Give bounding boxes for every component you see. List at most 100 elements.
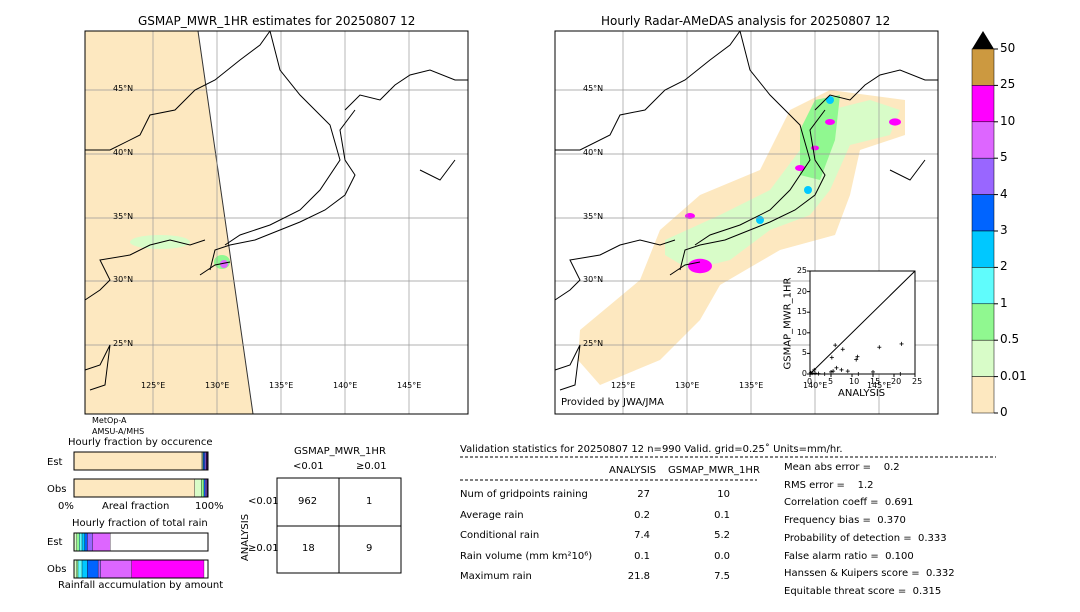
stats-score: Frequency bias = 0.370 bbox=[784, 515, 906, 527]
right-map-heavy-rain bbox=[795, 165, 805, 171]
coastline-path bbox=[889, 159, 926, 181]
right-map-frame bbox=[554, 30, 939, 415]
contingency-title: GSMAP_MWR_1HR bbox=[294, 446, 386, 457]
stats-row-analysis: 0.1 bbox=[634, 550, 650, 562]
colorbar-segment bbox=[971, 121, 995, 159]
scatter-point bbox=[845, 369, 850, 374]
right-lon-label: 140°E bbox=[803, 381, 828, 390]
colorbar-label: 5 bbox=[1000, 150, 1008, 165]
occurrence-axis-left: 0% bbox=[58, 501, 74, 512]
contingency-row-1: <0.01 bbox=[248, 496, 279, 507]
scatter-ytick-label: 5 bbox=[801, 348, 807, 358]
scatter-point bbox=[831, 369, 836, 374]
right-lon-label: 130°E bbox=[675, 381, 700, 390]
total-rain-bar-segment bbox=[77, 559, 83, 579]
coastline-path bbox=[224, 30, 341, 246]
scatter-point bbox=[840, 347, 845, 352]
scatter-point bbox=[812, 367, 817, 372]
scatter-xtick-label: 0 bbox=[807, 377, 813, 386]
left-lat-label: 40°N bbox=[113, 148, 134, 157]
colorbar-label: 10 bbox=[1000, 113, 1016, 128]
right-map-heavy-rain bbox=[825, 119, 835, 125]
right-map-coastline bbox=[554, 30, 938, 391]
colorbar-label: 50 bbox=[1000, 41, 1016, 55]
occurrence-bar-segment bbox=[201, 478, 205, 498]
coastline-path bbox=[344, 69, 468, 111]
scatter-ytick-label: 0 bbox=[801, 369, 807, 378]
left-map-swath-edge bbox=[197, 30, 254, 415]
contingency-col-1: <0.01 bbox=[293, 461, 324, 472]
left-lat-label: 45°N bbox=[113, 84, 134, 93]
right-map-title: Hourly Radar-AMeDAS analysis for 2025080… bbox=[601, 14, 891, 28]
colorbar-label: 0.01 bbox=[1000, 368, 1027, 383]
contingency-col-2: ≥0.01 bbox=[356, 461, 387, 472]
occurrence-bar-obs-frame bbox=[73, 478, 209, 498]
right-map-heavy-rain bbox=[685, 213, 695, 219]
coastline-path bbox=[555, 30, 741, 151]
stats-row-label: Maximum rain bbox=[460, 571, 532, 582]
scatter-ytick-label: 25 bbox=[796, 266, 807, 275]
left-map-frame bbox=[84, 30, 469, 415]
coastline-path bbox=[209, 109, 356, 271]
coastline-path bbox=[199, 261, 231, 276]
stats-row-label: Average rain bbox=[460, 509, 524, 521]
colorbar-segment bbox=[971, 157, 995, 195]
occurrence-bar-segment bbox=[194, 478, 202, 498]
scatter-xlabel: ANALYSIS bbox=[838, 388, 886, 399]
colorbar-label: 1 bbox=[1000, 295, 1008, 310]
scatter-point bbox=[829, 369, 833, 374]
stats-row-label: Num of gridpoints raining bbox=[460, 489, 588, 500]
right-map-heavy-rain bbox=[889, 118, 901, 126]
left-map-coastline bbox=[84, 30, 468, 391]
left-lon-label: 140°E bbox=[333, 381, 358, 390]
colorbar-label: 4 bbox=[1000, 186, 1008, 201]
stats-row-gsmap: 0.1 bbox=[714, 509, 730, 521]
colorbar-extend-triangle bbox=[972, 31, 994, 49]
total-rain-footer: Rainfall accumulation by amount bbox=[58, 580, 224, 591]
stats-row-analysis: 27 bbox=[637, 489, 650, 500]
occurrence-bar-segment bbox=[204, 451, 207, 471]
stats-score: Correlation coeff = 0.691 bbox=[784, 497, 914, 509]
colorbar-segment bbox=[971, 303, 995, 341]
left-lat-label: 25°N bbox=[113, 339, 134, 348]
scatter-point bbox=[816, 371, 821, 376]
scatter-ytick-label: 20 bbox=[796, 286, 807, 296]
sensor-name: MetOp-A bbox=[92, 416, 127, 425]
stats-header: Validation statistics for 20250807 12 n=… bbox=[460, 444, 843, 455]
scatter-xtick-label: 20 bbox=[891, 377, 902, 386]
colorbar-label: 2 bbox=[1000, 259, 1008, 274]
occurrence-obs-label: Obs bbox=[47, 484, 67, 495]
total-rain-bar-est-frame bbox=[73, 532, 209, 552]
scatter-point bbox=[855, 354, 860, 359]
contingency-row-axis: ANALYSIS bbox=[240, 513, 252, 562]
scatter-point bbox=[829, 355, 834, 360]
left-map-rain-core bbox=[220, 260, 228, 268]
colorbar-label: 0.5 bbox=[1000, 332, 1020, 347]
stats-row-gsmap: 10 bbox=[717, 489, 730, 500]
scatter-point bbox=[813, 371, 818, 376]
total-rain-bar-segment bbox=[76, 559, 79, 579]
scatter-point bbox=[834, 365, 839, 370]
scatter-point bbox=[899, 341, 904, 346]
colorbar-label: 25 bbox=[1000, 77, 1016, 92]
stats-score: Equitable threat score = 0.315 bbox=[784, 585, 942, 597]
right-map-rain-cell bbox=[804, 186, 812, 194]
occurrence-bar-segment bbox=[203, 478, 206, 498]
total-rain-bar-segment bbox=[92, 532, 111, 552]
colorbar-label: 3 bbox=[1000, 223, 1008, 237]
coastline-path bbox=[669, 261, 701, 276]
colorbar-segment bbox=[971, 194, 995, 232]
occurrence-axis-right: 100% bbox=[195, 501, 224, 512]
stats-score: Probability of detection = 0.333 bbox=[784, 532, 947, 544]
stats-row-label: Conditional rain bbox=[460, 530, 540, 541]
total-rain-bar-segment bbox=[76, 532, 80, 552]
cell-1-0: 18 bbox=[302, 543, 315, 554]
sensor-instrument: AMSU-A/MHS bbox=[92, 427, 145, 436]
occurrence-bar-segment bbox=[205, 478, 207, 498]
scatter-ytick-label: 15 bbox=[796, 307, 807, 317]
occurrence-est-label: Est bbox=[47, 457, 63, 468]
stats-row-analysis: 21.8 bbox=[627, 571, 650, 582]
scatter-xtick-label: 10 bbox=[849, 377, 860, 386]
right-map-light-rain bbox=[665, 100, 900, 270]
